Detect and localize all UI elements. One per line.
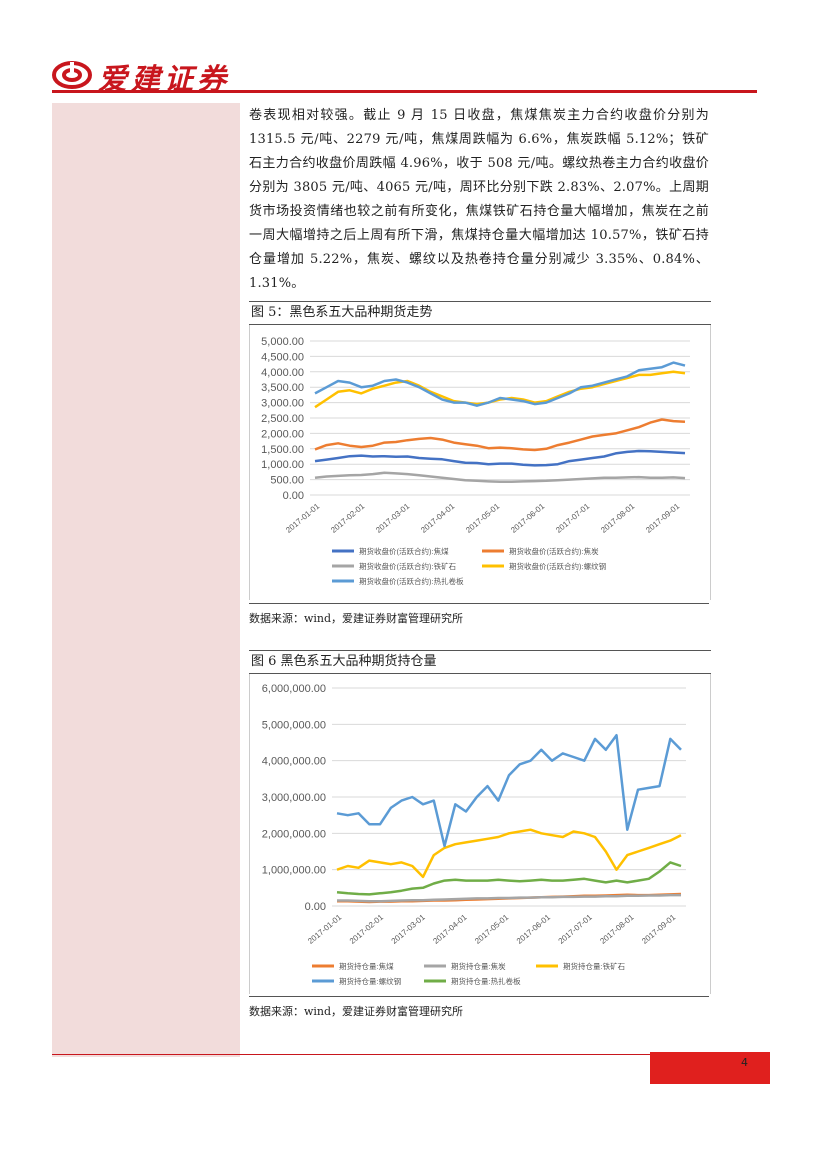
y-tick-label: 3,000,000.00 xyxy=(262,792,326,804)
legend-label: 期货收盘价(活跃合约):焦煤 xyxy=(359,546,449,556)
company-logo-icon xyxy=(52,61,92,89)
legend-label: 期货收盘价(活跃合约):铁矿石 xyxy=(359,561,457,571)
legend-label: 期货持仓量:焦炭 xyxy=(451,961,506,971)
figure-6-source: 数据来源：wind，爱建证券财富管理研究所 xyxy=(249,996,709,1019)
x-tick-label: 2017-02-01 xyxy=(348,912,386,946)
sidebar-band xyxy=(52,103,240,1057)
open-interest-chart: 6,000,000.00 5,000,000.00 4,000,000.00 3,00… xyxy=(262,683,686,986)
footer-rule xyxy=(52,1054,757,1055)
series-line xyxy=(314,449,686,467)
series-line xyxy=(314,361,686,407)
y-tick-label: 6,000,000.00 xyxy=(262,683,326,695)
y-tick-label: 1,000.00 xyxy=(261,459,304,471)
legend-label: 期货收盘价(活跃合约):热扎卷板 xyxy=(359,576,464,586)
x-tick-label: 2017-07-01 xyxy=(557,912,595,946)
figure-6-chart: 6,000,000.00 5,000,000.00 4,000,000.00 3,00… xyxy=(249,674,711,994)
series-line xyxy=(337,893,681,903)
x-tick-label: 2017-04-01 xyxy=(431,912,469,946)
y-tick-label: 4,000,000.00 xyxy=(262,756,326,768)
legend-label: 期货持仓量:铁矿石 xyxy=(563,961,626,971)
x-tick-label: 2017-01-01 xyxy=(306,912,344,946)
x-tick-label: 2017-04-01 xyxy=(419,501,457,535)
x-tick-label: 2017-08-01 xyxy=(599,501,637,535)
main-content: 卷表现相对较强。截止 9 月 15 日收盘，焦煤焦炭主力合约收盘价分别为 131… xyxy=(249,103,709,296)
x-tick-label: 2017-01-01 xyxy=(284,501,322,535)
page-number-box: 4 xyxy=(650,1052,770,1084)
y-tick-label: 4,000.00 xyxy=(261,367,304,379)
y-tick-label: 5,000,000.00 xyxy=(262,719,326,731)
y-tick-label: 1,500.00 xyxy=(261,444,304,456)
y-tick-label: 0.00 xyxy=(305,901,326,913)
y-tick-label: 4,500.00 xyxy=(261,351,304,363)
y-tick-label: 500.00 xyxy=(270,475,304,487)
y-tick-label: 3,000.00 xyxy=(261,398,304,410)
y-tick-label: 0.00 xyxy=(283,490,304,502)
legend-label: 期货收盘价(活跃合约):螺纹钢 xyxy=(509,561,606,571)
series-line xyxy=(314,471,686,484)
x-tick-label: 2017-03-01 xyxy=(390,912,428,946)
legend-label: 期货持仓量:螺纹钢 xyxy=(339,976,401,986)
price-chart: 5,000.00 4,500.00 4,000.00 3,500.00 3,000.00… xyxy=(261,336,690,586)
series-line xyxy=(314,370,686,409)
series-line xyxy=(336,861,682,896)
page-number: 4 xyxy=(741,1056,748,1069)
x-tick-label: 2017-09-01 xyxy=(644,501,682,535)
header-rule xyxy=(52,90,757,93)
figure-5-source: 数据来源：wind，爱建证券财富管理研究所 xyxy=(249,603,709,626)
x-tick-label: 2017-08-01 xyxy=(598,912,636,946)
y-tick-label: 1,000,000.00 xyxy=(262,865,326,877)
x-tick-label: 2017-06-01 xyxy=(509,501,547,535)
y-tick-label: 5,000.00 xyxy=(261,336,304,348)
series-line xyxy=(336,733,682,848)
x-tick-label: 2017-02-01 xyxy=(329,501,367,535)
x-tick-label: 2017-05-01 xyxy=(464,501,502,535)
page-header: 爱建证券 xyxy=(52,58,757,96)
legend-label: 期货收盘价(活跃合约):焦炭 xyxy=(509,546,599,556)
figure-5-title: 图 5：黑色系五大品种期货走势 xyxy=(249,301,711,325)
x-tick-label: 2017-05-01 xyxy=(473,912,511,946)
y-tick-label: 3,500.00 xyxy=(261,382,304,394)
body-paragraph: 卷表现相对较强。截止 9 月 15 日收盘，焦煤焦炭主力合约收盘价分别为 131… xyxy=(249,108,709,291)
legend-label: 期货持仓量:焦煤 xyxy=(339,961,394,971)
y-tick-label: 2,000.00 xyxy=(261,428,304,440)
x-tick-label: 2017-07-01 xyxy=(554,501,592,535)
figure-6-title: 图 6 黑色系五大品种期货持仓量 xyxy=(249,650,711,674)
series-line xyxy=(336,828,682,879)
y-tick-label: 2,500.00 xyxy=(261,413,304,425)
series-line xyxy=(314,418,686,452)
x-tick-label: 2017-09-01 xyxy=(640,912,678,946)
y-tick-label: 2,000,000.00 xyxy=(262,828,326,840)
figure-5-chart: 5,000.00 4,500.00 4,000.00 3,500.00 3,000.00… xyxy=(249,325,711,600)
x-tick-label: 2017-06-01 xyxy=(515,912,553,946)
x-tick-label: 2017-03-01 xyxy=(374,501,412,535)
legend-label: 期货持仓量:热扎卷板 xyxy=(451,976,521,986)
